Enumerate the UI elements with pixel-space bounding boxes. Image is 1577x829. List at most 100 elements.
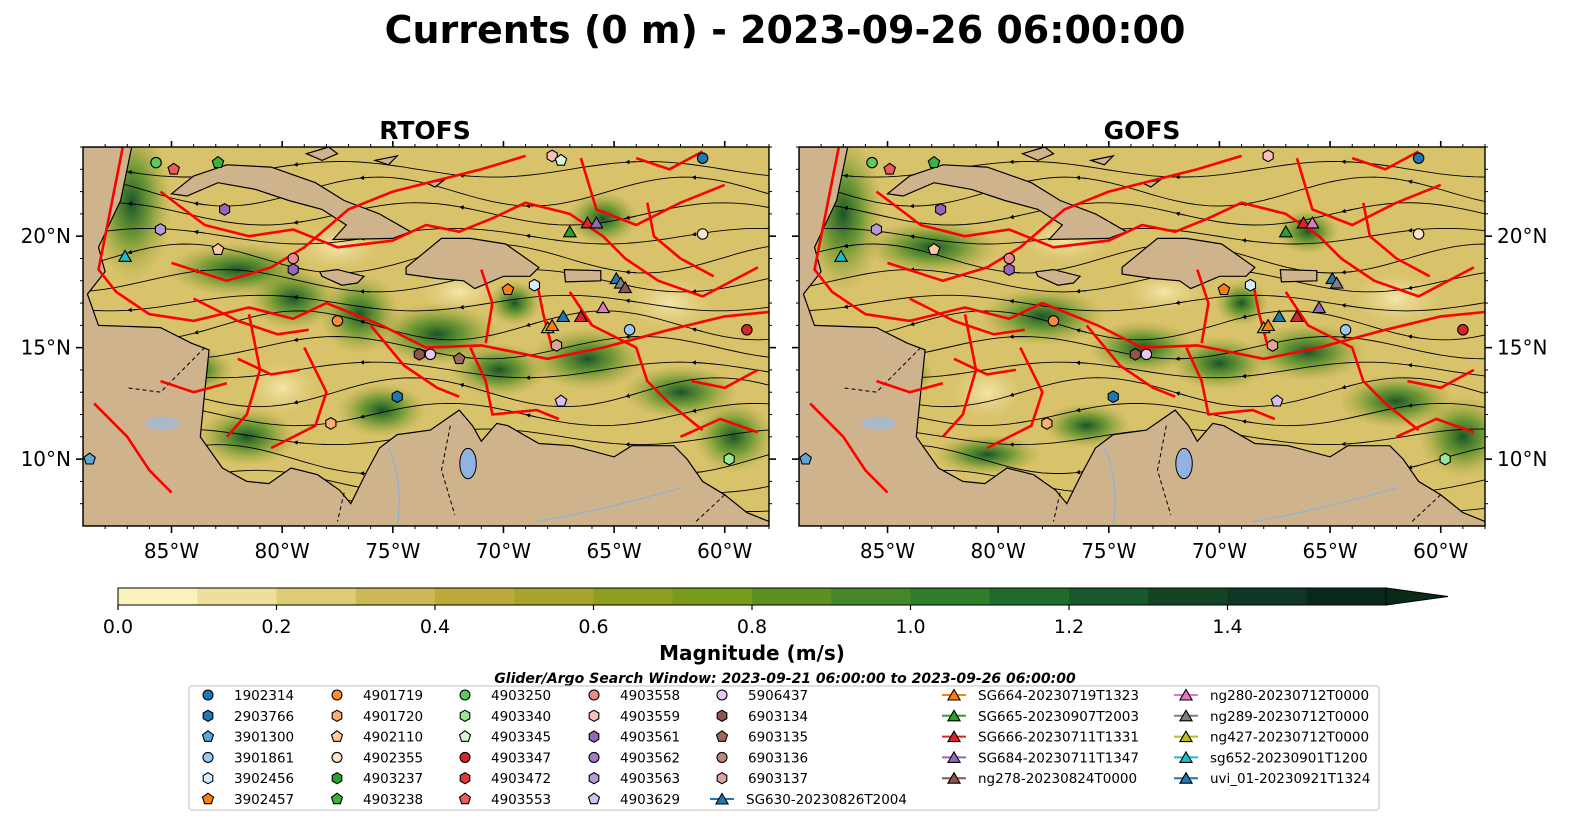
streamline-arrow	[1075, 175, 1087, 181]
legend-label: 4903238	[363, 792, 423, 808]
streamline-arrow	[1009, 214, 1021, 220]
legend-label: 4903237	[363, 771, 423, 787]
legend-marker-ng278-20230824T0000	[946, 771, 962, 784]
colorbar-tick-label: 0.4	[420, 616, 450, 638]
legend-marker-6903136	[716, 751, 728, 763]
streamline-arrow	[293, 440, 305, 445]
gofs-panel: GOFS 85°W 80°W 75°W 70°W 65°W 60°W 10°N 15°N 20°…	[792, 116, 1547, 563]
eez-boundary	[270, 347, 328, 450]
streamline-arrow	[1407, 285, 1419, 291]
lon-tick-label: 60°W	[1413, 539, 1468, 563]
fast-current-patch	[567, 191, 639, 246]
eez-boundary	[1395, 417, 1475, 438]
streamline-arrow	[1241, 419, 1253, 424]
legend-marker-5906437	[716, 689, 728, 701]
colorbar-segment	[1069, 588, 1149, 605]
float-marker-4903563	[870, 223, 883, 236]
landmass	[318, 268, 366, 286]
streamline-arrow	[625, 215, 637, 220]
lon-tick-label: 85°W	[860, 539, 915, 563]
streamline-arrow	[525, 413, 537, 418]
streamline-arrow	[1075, 328, 1087, 333]
landmass	[1034, 268, 1082, 286]
fast-current-patch	[933, 434, 1041, 475]
float-marker-5906437	[424, 348, 437, 361]
lon-tick-label: 85°W	[144, 539, 199, 563]
legend-marker-4901720	[331, 709, 343, 723]
streamline-arrow	[1075, 407, 1087, 413]
eez-boundary	[679, 417, 759, 438]
colorbar-tick-label: 0.8	[737, 616, 767, 638]
float-marker-3902456	[1244, 278, 1257, 292]
streamline-arrow	[127, 307, 139, 313]
legend-label: SG664-20230719T1323	[978, 688, 1139, 704]
legend-marker-4903559	[588, 709, 600, 723]
rtofs-panel-title: RTOFS	[379, 116, 471, 145]
float-marker-4903347	[741, 324, 753, 336]
colorbar-segment	[910, 588, 991, 605]
legend-marker-4903347	[459, 751, 471, 763]
eez-boundary	[480, 269, 494, 344]
streamline-arrow	[1341, 303, 1353, 308]
streamline-arrow	[1175, 211, 1187, 217]
colorbar-segment	[593, 588, 674, 605]
streamline-arrow	[1009, 299, 1021, 304]
legend-marker-4903237	[331, 771, 343, 785]
eez-boundary	[193, 297, 309, 336]
legend-marker-sg652-20230901T1200	[1178, 750, 1194, 763]
map-frame	[82, 146, 770, 527]
glider-marker-SG684-20230711T1347	[1311, 300, 1327, 314]
map-content	[83, 147, 769, 526]
lake	[145, 416, 180, 431]
legend-label: 4903563	[620, 771, 680, 787]
fast-current-patch	[1250, 323, 1366, 382]
colorbar-tick-label: 0.0	[103, 616, 133, 638]
legend-marker-3901300	[201, 730, 215, 742]
eez-boundary	[237, 357, 301, 376]
fast-current-patch	[487, 280, 542, 326]
colorbar-tick-label: 1.2	[1054, 616, 1084, 638]
float-marker-2903766	[391, 390, 403, 404]
legend-marker-ng427-20230712T0000	[1178, 730, 1194, 743]
legend-label: ng278-20230824T0000	[978, 771, 1137, 787]
country-border	[440, 425, 456, 516]
rtofs-panel: RTOFS 85°W 80°W 75°W 70°W 65°W 60°W 10°N 15°N 20…	[21, 116, 776, 563]
streamline-arrow	[625, 393, 637, 398]
legend-label: 4903558	[620, 688, 680, 704]
lon-tick-label: 75°W	[1081, 539, 1136, 563]
streamline-arrow	[1341, 384, 1353, 390]
colorbar-label: Magnitude (m/s)	[659, 641, 845, 665]
fast-current-patch	[198, 407, 296, 466]
legend-label: 3902457	[234, 792, 294, 808]
legend-label: 3901300	[234, 730, 294, 746]
eez-boundary	[1295, 157, 1442, 227]
landmass	[563, 268, 602, 283]
legend-box	[188, 685, 1380, 811]
float-marker-1902314	[696, 152, 709, 164]
eez-boundary	[1362, 202, 1431, 278]
streamline-arrow	[359, 319, 371, 325]
glider-marker-SG666-20230711T1331	[580, 216, 595, 229]
eez-boundary	[1351, 150, 1420, 171]
float-marker-4903238	[927, 155, 941, 169]
streamline-arrow	[127, 170, 139, 175]
legend-label: 3901861	[234, 750, 294, 766]
float-marker-3902456	[528, 278, 541, 292]
legend-label: 4901719	[363, 688, 423, 704]
streamline-arrow	[1241, 373, 1253, 379]
streamline	[83, 202, 769, 226]
legend-marker-SG684-20230711T1347	[946, 750, 962, 763]
legend-label: 6903137	[748, 771, 808, 787]
landmass	[405, 237, 540, 290]
eez-boundary	[225, 313, 262, 438]
colorbar-tick-label: 1.4	[1212, 616, 1242, 638]
float-marker-4903561	[1003, 263, 1015, 277]
legend-marker-4903340	[459, 709, 471, 723]
streamline-arrow	[459, 173, 471, 178]
streamline-arrow	[909, 321, 921, 326]
eez-boundary	[909, 297, 1025, 336]
eez-boundary	[887, 154, 1242, 283]
streamline-arrow	[193, 201, 205, 206]
colorbar-tick-label: 0.6	[578, 616, 608, 638]
streamline-arrow	[909, 234, 921, 239]
